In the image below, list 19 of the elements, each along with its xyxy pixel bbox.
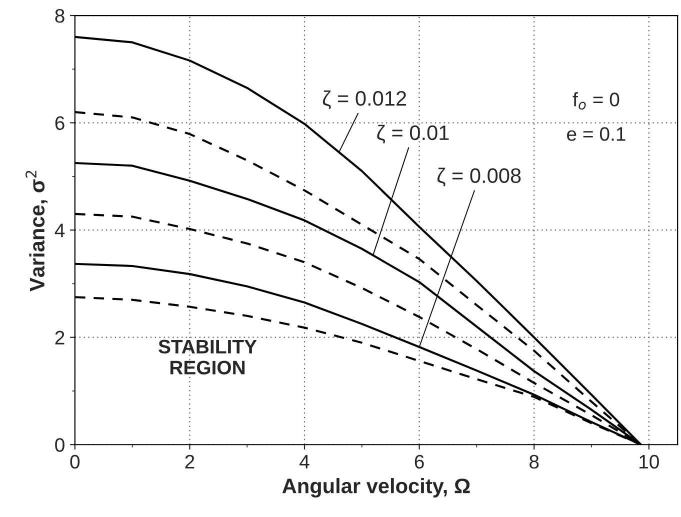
y-axis-title: Variance, σ$^{2}$ (26, 170, 48, 292)
y-tick-label: 2 (55, 330, 64, 344)
y-tick-label: 0 (55, 438, 64, 452)
annotation: e = 0.1 (567, 127, 626, 141)
x-tick-label: 4 (300, 455, 310, 468)
x-tick-label: 0 (70, 454, 80, 469)
annotation: ζ = 0.012 (322, 90, 406, 110)
annotation: f$_{o}$ = 0 (572, 92, 620, 110)
x-tick-label: 8 (530, 454, 539, 469)
annotation: ζ = 0.008 (437, 168, 521, 186)
y-tick-label: 8 (55, 8, 64, 23)
x-tick-label: 6 (414, 454, 424, 469)
x-tick-label: 10 (640, 454, 659, 469)
y-tick-label: 4 (54, 224, 65, 238)
annotation: STABILITY REGION (158, 340, 257, 374)
x-tick-label: 2 (185, 454, 194, 468)
y-tick-label: 6 (55, 116, 64, 130)
annotation: ζ = 0.01 (377, 124, 449, 144)
x-axis-title: Angular velocity, Ω (282, 478, 470, 498)
